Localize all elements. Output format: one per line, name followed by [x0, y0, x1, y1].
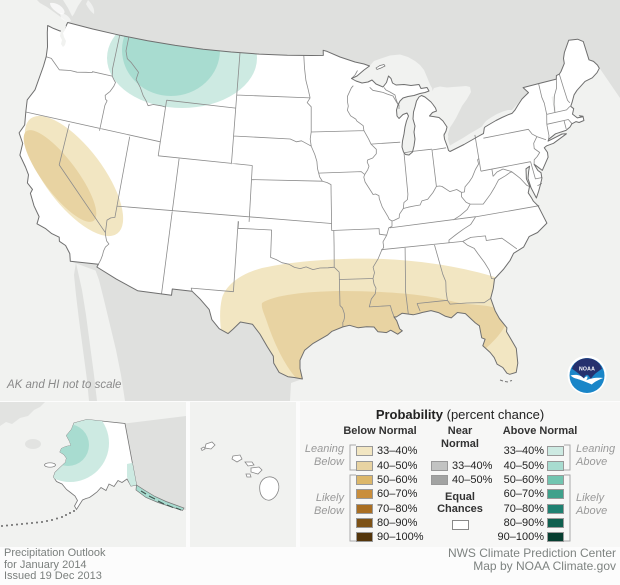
- svg-text:NOAA: NOAA: [579, 366, 595, 372]
